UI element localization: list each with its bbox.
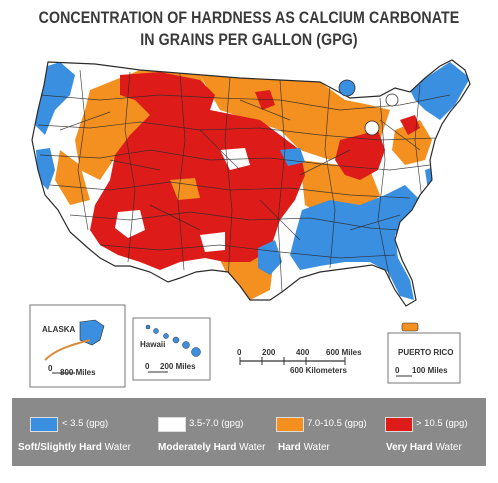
legend-desc-very-hard: Very Hard Water xyxy=(386,442,462,453)
legend-range-moderate: 3.5-7.0 (gpg) xyxy=(189,418,244,429)
alaska-inset xyxy=(29,304,126,388)
hawaii-label: Hawaii xyxy=(140,340,166,349)
region-hard-plains xyxy=(170,178,200,200)
scale-km-label: 600 Kilometers xyxy=(290,366,347,375)
alaska-scale-zero: 0 xyxy=(48,364,53,373)
county-boundaries xyxy=(37,69,451,293)
region-hard-northcentral xyxy=(200,75,390,160)
legend-desc-hard: Hard Water xyxy=(278,442,330,453)
us-outline xyxy=(31,59,471,307)
legend-range-soft: < 3.5 (gpg) xyxy=(62,418,109,429)
region-soft-louisiana xyxy=(258,240,282,275)
legend-desc-moderate: Moderately Hard Water xyxy=(158,442,266,453)
legend-range-very-hard: > 10.5 (gpg) xyxy=(416,418,468,429)
legend-swatch-moderate xyxy=(158,417,186,432)
scale-tick-200: 200 xyxy=(262,348,276,357)
alaska-label: ALASKA xyxy=(42,325,76,334)
region-soft-southeast xyxy=(290,185,420,300)
legend-swatch-very-hard xyxy=(385,417,413,432)
region-hard-northeast xyxy=(392,120,432,165)
region-very-hard-pennsylvania xyxy=(400,115,420,135)
alaska-scale-label: 800 Miles xyxy=(60,368,96,377)
region-moderate-texas xyxy=(200,232,225,252)
legend-desc-soft: Soft/Slightly Hard Water xyxy=(18,442,131,453)
hawaii-scale-zero: 0 xyxy=(145,362,150,371)
main-scale-bar xyxy=(239,357,346,365)
region-very-hard-west-central xyxy=(90,72,305,270)
scale-tick-600-miles: 600 Miles xyxy=(326,348,362,357)
scale-tick-400: 400 xyxy=(296,348,310,357)
map-title-line-2: IN GRAINS PER GALLON (GPG) xyxy=(140,31,358,49)
alaska-shape xyxy=(79,319,105,346)
map-title-line-1: CONCENTRATION OF HARDNESS AS CALCIUM CAR… xyxy=(38,9,460,27)
pr-scale-zero: 0 xyxy=(395,366,400,375)
legend-swatch-soft xyxy=(30,417,58,432)
puerto-rico-label: PUERTO RICO xyxy=(398,348,454,357)
legend-range-hard: 7.0-10.5 (gpg) xyxy=(307,418,367,429)
region-very-hard-dakota xyxy=(255,90,275,110)
aleutian-islands xyxy=(44,339,91,361)
pr-scale-label: 100 Miles xyxy=(412,366,448,375)
hawaii-inset xyxy=(132,317,211,381)
puerto-rico-inset xyxy=(387,322,461,384)
lake-huron-marker xyxy=(385,93,399,107)
region-moderate-colorado xyxy=(115,210,145,238)
scale-tick-0: 0 xyxy=(237,348,242,357)
hawaii-scale-label: 200 Miles xyxy=(160,362,196,371)
legend-swatch-hard xyxy=(276,417,304,432)
lake-michigan-marker xyxy=(364,120,380,136)
region-very-hard-midwest xyxy=(335,130,385,180)
lake-superior-marker xyxy=(338,79,356,97)
legend-panel: < 3.5 (gpg) 3.5-7.0 (gpg) 7.0-10.5 (gpg)… xyxy=(12,398,486,466)
region-soft-new-england xyxy=(410,62,470,120)
